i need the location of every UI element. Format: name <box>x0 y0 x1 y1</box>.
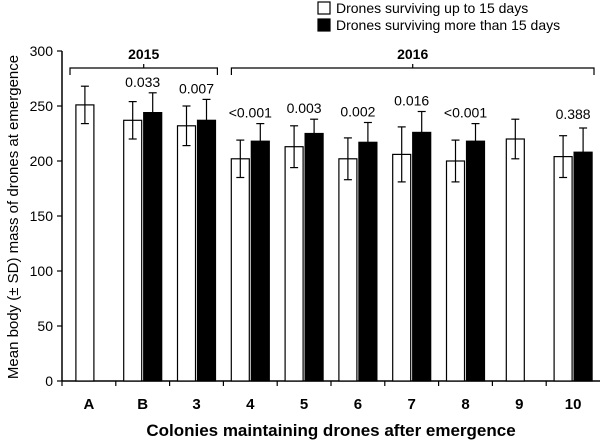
p-value-label: 0.003 <box>287 100 322 116</box>
bar-up-to-15-days <box>338 158 358 382</box>
bar-up-to-15-days <box>75 104 95 382</box>
p-value-label: <0.001 <box>229 105 272 121</box>
y-tick-label: 150 <box>30 208 54 224</box>
p-value-label: 0.388 <box>556 106 591 122</box>
year-label: 2015 <box>128 46 159 62</box>
bar-more-than-15-days <box>358 141 378 382</box>
bar-up-to-15-days <box>123 119 143 382</box>
x-tick-label: 9 <box>515 396 523 413</box>
p-value-label: <0.001 <box>444 105 487 121</box>
p-value-label: 0.033 <box>125 74 160 90</box>
y-tick-label: 200 <box>30 153 54 169</box>
legend-swatch-more-than-15-days <box>317 18 331 32</box>
x-tick-label: B <box>137 396 148 413</box>
x-tick-label: 6 <box>354 396 362 413</box>
y-tick-label: 300 <box>30 43 54 59</box>
p-value-label: 0.002 <box>340 104 375 120</box>
legend: Drones surviving up to 15 days Drones su… <box>317 0 560 33</box>
bar-up-to-15-days <box>392 153 412 382</box>
x-axis-title: Colonies maintaining drones after emerge… <box>146 421 515 440</box>
y-tick-label: 100 <box>30 263 54 279</box>
year-bracket <box>230 67 595 75</box>
x-tick-label: 5 <box>300 396 308 413</box>
y-axis-title: Mean body (± SD) mass of drones at emerg… <box>5 55 22 379</box>
year-label: 2016 <box>397 46 428 62</box>
bar-more-than-15-days <box>465 140 486 382</box>
bar-more-than-15-days <box>250 140 270 382</box>
p-value-label: 0.007 <box>179 80 214 96</box>
legend-label-up-to-15-days: Drones surviving up to 15 days <box>336 0 528 16</box>
legend-swatch-up-to-15-days <box>317 1 331 15</box>
x-tick-label: 7 <box>408 396 416 413</box>
p-value-label: 0.016 <box>394 93 429 109</box>
bar-up-to-15-days <box>230 158 250 382</box>
bar-more-than-15-days <box>143 111 163 382</box>
plot-area: 0 50 100 150 200 250 300 A B 0.033 3 0.007 4 <0.001 5 0… <box>30 43 600 413</box>
bar-up-to-15-days <box>176 125 197 382</box>
y-tick-label: 250 <box>30 98 54 114</box>
y-tick-label: 0 <box>45 373 53 389</box>
bar-more-than-15-days <box>304 132 324 382</box>
bar-more-than-15-days <box>573 151 593 382</box>
x-tick-label: 3 <box>192 396 200 413</box>
x-tick-label: 4 <box>246 396 255 413</box>
bar-up-to-15-days <box>284 146 304 382</box>
bar-up-to-15-days <box>553 156 573 382</box>
legend-label-more-than-15-days: Drones surviving more than 15 days <box>336 17 560 33</box>
y-tick-label: 50 <box>37 318 53 334</box>
bar-up-to-15-days <box>505 138 525 382</box>
x-tick-label: A <box>83 396 94 413</box>
bar-up-to-15-days <box>445 160 466 382</box>
x-tick-label: 8 <box>461 396 469 413</box>
bar-more-than-15-days <box>412 131 432 382</box>
x-tick-label: 10 <box>565 396 582 413</box>
bar-more-than-15-days <box>196 119 217 382</box>
